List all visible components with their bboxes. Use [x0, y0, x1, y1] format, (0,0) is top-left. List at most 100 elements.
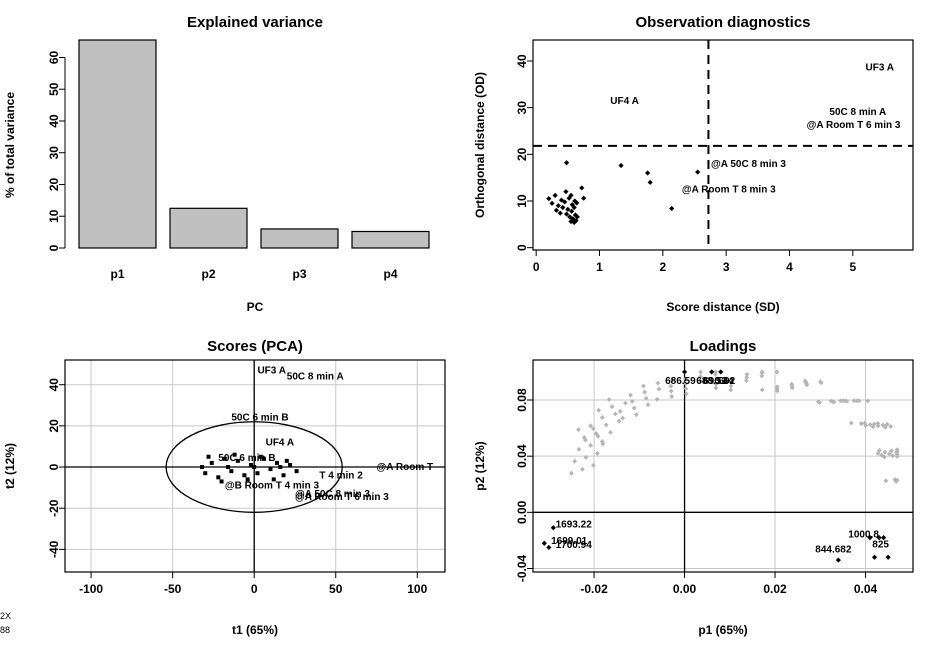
- y-tick-label: 40: [47, 378, 61, 392]
- highlighted-loading-point: [885, 554, 891, 560]
- loading-point: [579, 466, 585, 472]
- loading-point: [617, 408, 623, 414]
- loading-point: [588, 442, 593, 448]
- loading-point: [884, 421, 890, 427]
- x-tick-label: 100: [407, 582, 427, 596]
- chart-title: Observation diagnostics: [635, 14, 810, 31]
- loading-point: [594, 450, 600, 456]
- loading-point: [576, 427, 581, 433]
- plot-frame: [64, 359, 446, 573]
- loading-point: [894, 450, 899, 456]
- data-point: [579, 185, 585, 191]
- y-tick-label: 0: [47, 463, 61, 470]
- y-tick-label: 10: [515, 194, 529, 208]
- score-point: [209, 460, 214, 465]
- scores-pca-panel: Scores (PCA) t1 (65%) t2 (12%) -100 -50 0 50 10…: [3, 338, 446, 637]
- loading-point: [875, 423, 881, 429]
- data-point: [563, 160, 570, 166]
- loading-point: [669, 394, 675, 399]
- loading-point: [590, 426, 596, 432]
- x-tick-label: -0.02: [580, 582, 608, 596]
- highlighted-loading-point: [718, 369, 724, 375]
- highlighted-loading-point: [871, 554, 878, 560]
- loading-point: [759, 373, 765, 379]
- loading-point: [654, 396, 660, 402]
- loading-point: [882, 424, 888, 430]
- data-point: [546, 196, 552, 202]
- bar: [78, 39, 157, 249]
- y-tick-label: 60: [47, 50, 61, 64]
- data-point: [573, 218, 579, 224]
- x-axis-label: Score distance (SD): [666, 300, 779, 314]
- loading-point: [590, 462, 596, 468]
- loading-point: [728, 383, 734, 389]
- y-tick-label: 20: [47, 177, 61, 191]
- y-tick-label: -40: [47, 540, 61, 558]
- score-point: [261, 456, 266, 461]
- y-tick-label: 20: [47, 419, 61, 433]
- loading-point: [572, 458, 578, 464]
- hotelling-ellipse: [165, 421, 343, 513]
- loading-point: [728, 379, 734, 385]
- y-tick-label: 0.04: [515, 444, 529, 468]
- loading-point: [886, 451, 892, 457]
- loading-point: [744, 374, 750, 380]
- loading-point: [683, 391, 689, 397]
- score-point: [245, 477, 250, 482]
- loading-label: 692: [718, 376, 735, 387]
- score-point: [258, 454, 263, 459]
- loading-point: [670, 377, 675, 383]
- loading-point: [668, 388, 674, 394]
- loading-point: [713, 381, 719, 387]
- score-point: [294, 469, 299, 474]
- highlighted-loading-point: [835, 557, 841, 563]
- x-tick-label: 0.00: [673, 582, 697, 596]
- chart-title: Scores (PCA): [207, 338, 303, 355]
- data-point: [618, 162, 624, 169]
- x-tick-label: 0: [533, 260, 540, 274]
- loading-label: 1699.01: [551, 536, 588, 547]
- score-point: [255, 471, 260, 476]
- loading-point: [683, 376, 689, 382]
- x-tick-label: 1: [596, 260, 603, 274]
- y-tick-label: 30: [515, 101, 529, 115]
- loading-point: [620, 415, 626, 421]
- loading-point: [848, 420, 854, 426]
- score-label: 50C 6 min B: [231, 413, 288, 424]
- loading-point: [629, 399, 635, 404]
- loading-point: [683, 381, 689, 387]
- point-label: @A 50C 8 min 3: [711, 159, 786, 170]
- y-tick-label: 40: [47, 114, 61, 128]
- score-label: @A Room T 6 min 3: [295, 492, 389, 503]
- x-tick-label: 5: [849, 260, 856, 274]
- loading-point: [631, 405, 637, 411]
- loading-label: 686.59: [665, 376, 696, 387]
- score-point: [275, 460, 280, 465]
- point-label: @A Room T 6 min 3: [807, 120, 901, 131]
- loading-point: [882, 449, 888, 455]
- data-point: [562, 199, 568, 205]
- margin-text-2: 88: [0, 625, 10, 635]
- loading-point: [641, 383, 646, 389]
- score-point: [278, 465, 283, 470]
- margin-text-1: 2X: [0, 611, 11, 621]
- y-tick-label: -20: [47, 499, 61, 517]
- x-tick-label: 2: [659, 260, 666, 274]
- loading-label: 688.51: [696, 376, 727, 387]
- loading-point: [642, 389, 648, 395]
- data-point: [574, 200, 580, 206]
- data-point: [566, 195, 572, 201]
- score-point: [203, 471, 208, 476]
- x-axis-label: p1 (65%): [698, 623, 747, 637]
- loading-point: [888, 448, 894, 454]
- bar: [351, 230, 430, 249]
- loading-point: [888, 423, 894, 429]
- loading-point: [743, 378, 749, 384]
- loading-point: [628, 392, 633, 398]
- loading-point: [789, 381, 795, 387]
- data-point: [581, 195, 587, 201]
- loading-point: [595, 433, 601, 439]
- loading-point: [890, 453, 896, 459]
- loading-point: [759, 387, 765, 393]
- score-point: [242, 473, 247, 478]
